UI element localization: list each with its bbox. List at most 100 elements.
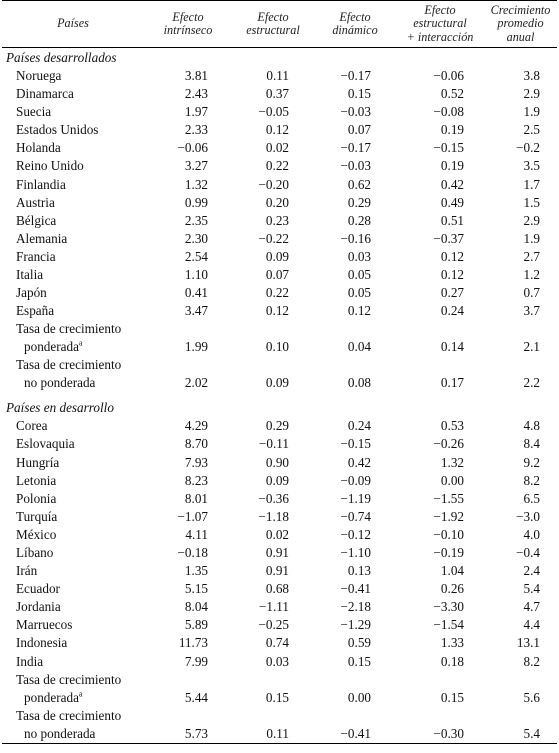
value-cell: −0.30 bbox=[396, 724, 484, 744]
value-cell: −3.30 bbox=[433, 599, 464, 615]
table-row: Austria 0.99 0.20 0.29 0.49 1.5 bbox=[2, 194, 557, 212]
value-cell: −0.26 bbox=[433, 436, 464, 452]
value-cell: 5.73 bbox=[144, 724, 232, 744]
value-cell: 3.5 bbox=[523, 158, 540, 174]
value-cell: 0.02 bbox=[265, 140, 289, 156]
country-name: Marruecos bbox=[16, 617, 73, 633]
value-cell: 3.7 bbox=[523, 303, 540, 319]
value-cell: 0.09 bbox=[265, 472, 289, 488]
value-cell: 1.9 bbox=[523, 104, 540, 120]
value-cell: 1.35 bbox=[184, 563, 208, 579]
summary-label-line2: no ponderada bbox=[24, 375, 96, 391]
table-row: España 3.47 0.12 0.12 0.24 3.7 bbox=[2, 302, 557, 320]
value-cell: 4.0 bbox=[523, 526, 540, 542]
value-cell: −0.25 bbox=[258, 617, 289, 633]
value-cell: 0.68 bbox=[265, 581, 289, 597]
value-cell: 0.12 bbox=[265, 303, 289, 319]
value-cell: 4.11 bbox=[185, 526, 208, 542]
value-cell: 0.20 bbox=[265, 194, 289, 210]
country-name: Corea bbox=[16, 418, 48, 434]
summary-label-line2: no ponderada bbox=[2, 724, 144, 744]
table-row: Corea 4.29 0.29 0.24 0.53 4.8 bbox=[2, 417, 557, 435]
value-cell: −1.11 bbox=[258, 599, 289, 615]
value-cell: 0.12 bbox=[265, 122, 289, 138]
summary-row-label: Tasa de crecimiento bbox=[2, 356, 557, 374]
value-cell: 0.7 bbox=[523, 285, 540, 301]
value-cell: −1.19 bbox=[340, 490, 371, 506]
value-cell: 0.29 bbox=[265, 418, 289, 434]
summary-label-line1: Tasa de crecimiento bbox=[16, 321, 122, 337]
value-cell: 0.59 bbox=[347, 635, 371, 651]
summary-row: ponderadaa 1.99 0.10 0.04 0.14 2.1 bbox=[2, 338, 557, 356]
value-cell: 0.90 bbox=[265, 454, 289, 470]
value-cell: 8.2 bbox=[523, 472, 540, 488]
value-cell: −0.22 bbox=[258, 230, 289, 246]
value-cell: 2.54 bbox=[184, 248, 208, 264]
value-cell: −0.11 bbox=[258, 436, 289, 452]
value-cell: 7.99 bbox=[184, 653, 208, 669]
value-cell: −0.05 bbox=[258, 104, 289, 120]
value-cell: −0.16 bbox=[340, 230, 371, 246]
value-cell: 0.62 bbox=[347, 176, 371, 192]
table-row: Marruecos 5.89 −0.25 −1.29 −1.54 4.4 bbox=[2, 616, 557, 634]
country-name: Polonia bbox=[16, 490, 57, 506]
value-cell: 0.11 bbox=[266, 68, 289, 83]
value-cell: −1.54 bbox=[433, 617, 464, 633]
value-cell: −0.74 bbox=[340, 508, 371, 524]
value-cell: 1.10 bbox=[184, 267, 208, 283]
country-name: Holanda bbox=[16, 140, 61, 156]
value-cell: 0.15 bbox=[440, 689, 464, 705]
value-cell: 0.03 bbox=[265, 653, 289, 669]
value-cell: −0.41 bbox=[340, 581, 371, 597]
table-row: Líbano −0.18 0.91 −1.10 −0.19 −0.4 bbox=[2, 544, 557, 562]
value-cell: −0.06 bbox=[177, 140, 208, 156]
value-cell: −1.10 bbox=[340, 544, 371, 560]
summary-row: no ponderada 5.73 0.11 −0.41 −0.30 5.4 bbox=[2, 724, 557, 744]
value-cell: 3.8 bbox=[523, 68, 540, 83]
value-cell: −0.09 bbox=[340, 472, 371, 488]
header-intrinsic: Efecto intrínseco bbox=[144, 0, 232, 48]
value-cell: 7.93 bbox=[184, 454, 208, 470]
value-cell: −0.03 bbox=[340, 104, 371, 120]
value-cell: 0.91 bbox=[265, 544, 289, 560]
country-name: Noruega bbox=[16, 68, 62, 83]
summary-row-label: Tasa de crecimiento bbox=[2, 671, 557, 689]
value-cell: −2.18 bbox=[340, 599, 371, 615]
value-cell: 4.7 bbox=[523, 599, 540, 615]
value-cell: 2.9 bbox=[523, 212, 540, 228]
value-cell: 0.12 bbox=[440, 248, 464, 264]
table-row: Hungría 7.93 0.90 0.42 1.32 9.2 bbox=[2, 454, 557, 472]
value-cell: 0.99 bbox=[184, 194, 208, 210]
value-cell: 0.19 bbox=[440, 122, 464, 138]
section-heading: Países desarrollados bbox=[6, 50, 117, 65]
value-cell: −1.18 bbox=[258, 508, 289, 524]
table-row: Suecia 1.97 −0.05 −0.03 −0.08 1.9 bbox=[2, 103, 557, 121]
value-cell: 2.9 bbox=[523, 86, 540, 102]
value-cell: 8.4 bbox=[523, 436, 540, 452]
value-cell: −0.41 bbox=[314, 724, 396, 744]
summary-row: no ponderada 2.02 0.09 0.08 0.17 2.2 bbox=[2, 374, 557, 392]
value-cell: 1.5 bbox=[523, 194, 540, 210]
value-cell: 5.4 bbox=[523, 581, 540, 597]
value-cell: 0.09 bbox=[265, 248, 289, 264]
value-cell: 8.01 bbox=[184, 490, 208, 506]
value-cell: 2.2 bbox=[523, 375, 540, 391]
value-cell: 0.24 bbox=[440, 303, 464, 319]
table-row: Estados Unidos 2.33 0.12 0.07 0.19 2.5 bbox=[2, 121, 557, 139]
value-cell: 0.52 bbox=[440, 86, 464, 102]
table-row: Holanda −0.06 0.02 −0.17 −0.15 −0.2 bbox=[2, 139, 557, 157]
value-cell: 0.05 bbox=[347, 267, 371, 283]
value-cell: 0.22 bbox=[265, 158, 289, 174]
country-name: España bbox=[16, 303, 55, 319]
value-cell: 0.41 bbox=[184, 285, 208, 301]
value-cell: −0.08 bbox=[433, 104, 464, 120]
value-cell: 0.24 bbox=[347, 418, 371, 434]
value-cell: 9.2 bbox=[523, 454, 540, 470]
value-cell: 11.73 bbox=[178, 635, 208, 651]
table-body: Países desarrollados Noruega 3.81 0.11 −0.17… bbox=[2, 48, 557, 744]
value-cell: 1.97 bbox=[184, 104, 208, 120]
summary-label-line1: Tasa de crecimiento bbox=[16, 671, 122, 687]
value-cell: 0.19 bbox=[440, 158, 464, 174]
value-cell: −1.07 bbox=[177, 508, 208, 524]
value-cell: 0.15 bbox=[347, 86, 371, 102]
